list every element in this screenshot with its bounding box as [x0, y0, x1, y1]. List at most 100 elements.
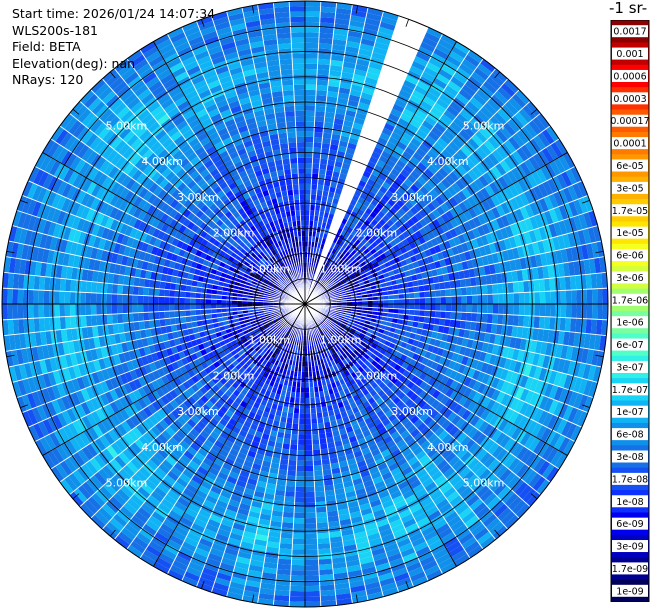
radar-cell	[481, 223, 491, 235]
radar-cell	[472, 216, 482, 228]
radar-cell	[341, 271, 348, 277]
radar-cell	[345, 109, 357, 118]
radar-cell	[601, 272, 608, 289]
radar-cell	[518, 304, 525, 316]
radar-cell	[316, 79, 329, 86]
radar-cell	[330, 241, 336, 249]
radar-cell	[318, 48, 332, 55]
radar-cell	[397, 117, 410, 128]
radar-cell	[349, 337, 356, 344]
radar-cell	[439, 133, 452, 145]
radar-cell	[502, 282, 509, 294]
radar-cell	[392, 127, 405, 137]
radar-cell	[329, 70, 342, 77]
radar-cell	[497, 314, 504, 325]
radar-cell	[461, 355, 469, 366]
radar-cell	[422, 95, 436, 107]
radar-cell	[378, 185, 388, 195]
radar-cell	[305, 502, 316, 508]
radar-cell	[289, 596, 305, 602]
radar-cell	[329, 265, 335, 272]
radar-cell	[495, 272, 503, 284]
radar-cell	[364, 165, 374, 174]
radar-cell	[409, 298, 415, 304]
radar-cell	[512, 150, 525, 165]
radar-cell	[426, 344, 435, 353]
radar-cell	[518, 281, 525, 293]
radar-cell	[481, 342, 489, 353]
radar-cell	[419, 250, 427, 260]
radar-cell	[552, 236, 561, 251]
radar-cell	[502, 421, 514, 435]
radar-cell	[337, 285, 344, 290]
radar-cell	[321, 261, 327, 267]
radar-cell	[516, 269, 524, 282]
radar-cell	[342, 282, 348, 288]
radar-cell	[361, 187, 371, 196]
radar-cell	[586, 304, 593, 320]
radar-cell	[292, 413, 300, 419]
radar-cell	[321, 137, 332, 145]
radar-cell	[294, 497, 305, 503]
radar-cell	[519, 161, 532, 177]
radar-cell	[339, 135, 350, 143]
radar-cell	[568, 201, 579, 217]
radar-cell	[328, 252, 334, 259]
radar-cell	[552, 330, 560, 345]
radar-cell	[426, 27, 443, 39]
radar-cell	[422, 342, 430, 351]
radar-cell	[586, 348, 594, 365]
radar-cell	[451, 137, 464, 149]
radar-cell	[305, 392, 310, 399]
radar-cell	[344, 114, 356, 123]
radar-cell	[315, 496, 326, 503]
radar-cell	[378, 172, 388, 182]
radar-cell	[572, 230, 581, 247]
radar-cell	[499, 142, 513, 157]
radar-cell	[568, 216, 578, 233]
radar-cell	[427, 86, 442, 99]
radar-cell	[529, 454, 542, 470]
radar-cell	[288, 459, 297, 466]
radar-cell	[555, 290, 561, 304]
radar-cell	[398, 89, 412, 100]
radar-cell	[438, 356, 447, 366]
radar-cell	[519, 388, 530, 402]
radar-cell	[519, 219, 529, 233]
radar-cell	[417, 321, 424, 329]
radar-cell	[394, 177, 404, 187]
radar-cell	[344, 287, 350, 292]
radar-cell	[355, 264, 362, 270]
radar-cell	[542, 355, 551, 369]
radar-cell	[390, 322, 397, 329]
radar-cell	[346, 280, 353, 285]
radar-cell	[330, 54, 345, 62]
radar-cell	[347, 332, 354, 338]
radar-cell	[565, 304, 572, 318]
radar-cell	[483, 244, 492, 256]
radar-cell	[365, 270, 372, 277]
radar-cell	[597, 288, 603, 304]
radar-cell	[487, 304, 494, 314]
radar-cell	[412, 352, 420, 361]
radar-cell	[461, 58, 477, 72]
radar-cell	[295, 481, 305, 487]
radar-cell	[318, 168, 327, 176]
radar-cell	[368, 346, 376, 354]
radar-cell	[469, 96, 484, 110]
radar-cell	[537, 150, 550, 166]
radar-cell	[364, 234, 372, 242]
radar-cell	[349, 132, 360, 141]
radar-cell	[316, 517, 328, 524]
radar-cell	[503, 139, 517, 154]
radar-cell	[429, 262, 437, 271]
radar-cell	[364, 241, 371, 249]
radar-cell	[414, 333, 422, 342]
radar-cell	[292, 543, 305, 550]
radar-cell	[441, 266, 449, 275]
radar-cell	[471, 285, 478, 296]
radar-cell	[358, 179, 367, 188]
radar-cell	[463, 347, 472, 358]
radar-cell	[409, 241, 417, 250]
radar-cell	[537, 410, 549, 425]
